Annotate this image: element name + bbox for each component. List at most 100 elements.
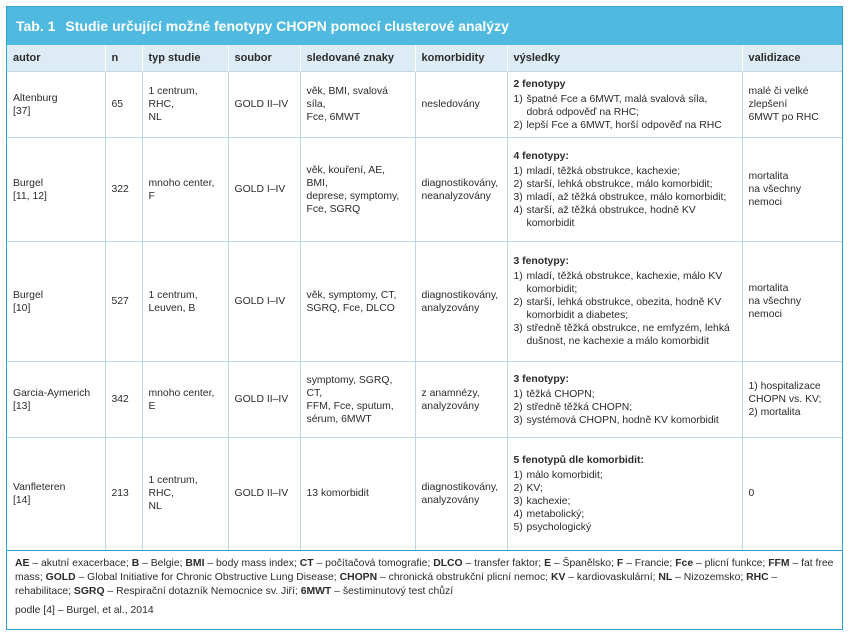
- znaky-line: Fce, 6MWT: [306, 112, 361, 123]
- table-row: Burgel [10] 527 1 centrum, Leuven, B GOLD I–I…: [7, 241, 842, 362]
- cell-komorbidity: nesledovány: [415, 71, 508, 138]
- cell-n: 213: [105, 437, 143, 550]
- komorbidity-line: diagnostikovány,: [421, 481, 499, 493]
- table-row: Burgel [11, 12] 322 mnoho center, F GOLD I–IV…: [7, 137, 842, 242]
- validizace-line: na všechny: [748, 296, 802, 307]
- vysledky-text: psychologický: [526, 521, 592, 533]
- cell-typ-studie: 1 centrum, Leuven, B: [142, 241, 229, 362]
- abbreviation-term: SGRQ: [73, 585, 105, 597]
- typ-line: NL: [148, 112, 162, 123]
- autor-line: [37]: [13, 105, 31, 117]
- table-title: Studie určující možné fenotypy CHOPN pom…: [65, 18, 509, 34]
- cell-typ-studie: mnoho center, E: [142, 361, 229, 438]
- table-title-bar: Tab. 1 Studie určující možné fenotypy CH…: [7, 7, 842, 45]
- cell-validizace: malé či velké zlepšení 6MWT po RHC: [742, 71, 842, 138]
- cell-validizace: 1) hospitalizace CHOPN vs. KV; 2) mortalit…: [742, 361, 842, 438]
- table-row: Altenburg [37] 65 1 centrum, RHC, NL GOLD II–I…: [7, 71, 842, 138]
- typ-line: 1 centrum,: [148, 475, 198, 487]
- vysledky-item: 2) KV;: [514, 482, 736, 495]
- abbreviation-term: AE: [15, 557, 30, 569]
- vysledky-text: mladí, až těžká obstrukce, málo komorbid…: [526, 191, 727, 203]
- abbreviation-term: DLCO: [433, 557, 463, 569]
- vysledky-number: 5): [513, 521, 523, 533]
- cell-autor: Garcia-Aymerich [13]: [7, 361, 106, 438]
- abbreviation-definition: – plicní funkce;: [693, 557, 769, 569]
- komorbidity-line: diagnostikovány,: [421, 289, 499, 301]
- vysledky-number: 2): [513, 119, 523, 131]
- abbreviation-definition: – Nizozemsko;: [672, 571, 747, 583]
- vysledky-heading: 2 fenotypy: [513, 78, 566, 90]
- abbreviation-definition: – Španělsko;: [551, 557, 617, 569]
- vysledky-item: 4) starší, až těžká obstrukce, hodně KV k…: [514, 204, 736, 230]
- typ-line: 1 centrum,: [148, 289, 198, 301]
- cell-sledovane-znaky: věk, symptomy, CT, SGRQ, Fce, DLCO: [300, 241, 416, 362]
- vysledky-text: systémová CHOPN, hodně KV komorbidit: [526, 414, 719, 426]
- abbreviation-term: Fce: [675, 557, 694, 569]
- validizace-line: CHOPN vs. KV;: [748, 394, 822, 405]
- vysledky-item: 2) starší, lehká obstrukce, obezita, hodn…: [514, 296, 736, 322]
- autor-line: Garcia-Aymerich: [13, 387, 91, 399]
- header-typ-studie: typ studie: [142, 45, 229, 72]
- cell-vysledky: 3 fenotypy: 1) mladí, těžká obstrukce, kac…: [507, 241, 743, 362]
- table-body: Altenburg [37] 65 1 centrum, RHC, NL GOLD II–I…: [7, 71, 842, 550]
- znaky-line: Fce, SGRQ: [306, 203, 361, 215]
- typ-line: RHC,: [148, 99, 174, 110]
- vysledky-text: těžká CHOPN;: [526, 388, 595, 400]
- abbreviation-term: KV: [550, 571, 566, 583]
- table-row: Vanfleteren [14] 213 1 centrum, RHC, NL GOLD I…: [7, 437, 842, 550]
- vysledky-item: 3) systémová CHOPN, hodně KV komorbidit: [514, 414, 736, 427]
- vysledky-number: 1): [513, 271, 523, 282]
- znaky-line: symptomy, SGRQ, CT,: [306, 374, 393, 399]
- header-validizace: validizace: [742, 45, 842, 72]
- cell-komorbidity: diagnostikovány, analyzovány: [415, 437, 508, 550]
- vysledky-number: 1): [513, 469, 523, 481]
- vysledky-number: 1): [513, 165, 523, 177]
- autor-line: Burgel: [13, 289, 44, 301]
- abbreviation-definition: – šestiminutový test chůzí: [331, 585, 454, 597]
- abbreviation-definition: – akutní exacerbace;: [29, 557, 132, 569]
- vysledky-item: 3) středně těžká obstrukce, ne emfyzém, l…: [514, 322, 736, 348]
- vysledky-text: lepší Fce a 6MWT, horší odpověď na RHC: [526, 119, 722, 131]
- vysledky-text: málo komorbidit;: [526, 469, 603, 481]
- typ-line: F: [148, 190, 155, 202]
- vysledky-number: 2): [513, 482, 523, 494]
- cell-soubor: GOLD II–IV: [228, 71, 301, 138]
- znaky-line: věk, symptomy, CT,: [306, 289, 397, 301]
- abbreviation-definition: – Global Initiative for Chronic Obstruct…: [75, 571, 340, 583]
- validizace-line: na všechny: [748, 184, 802, 195]
- cell-n: 342: [105, 361, 143, 438]
- vysledky-text: kachexie;: [526, 495, 571, 507]
- autor-line: [13]: [13, 400, 31, 412]
- header-autor: autor: [7, 45, 106, 72]
- abbreviation-term: FFM: [768, 557, 790, 569]
- vysledky-text: starší, lehká obstrukce, málo komorbidit…: [526, 178, 713, 190]
- autor-line: [14]: [13, 494, 31, 506]
- cell-autor: Burgel [10]: [7, 241, 106, 362]
- vysledky-item: 3) kachexie;: [514, 495, 736, 508]
- komorbidity-line: analyzovány: [421, 494, 480, 506]
- validizace-line: nemoci: [748, 309, 783, 320]
- vysledky-text: metabolický;: [526, 508, 585, 520]
- validizace-line: 0: [748, 488, 755, 500]
- validizace-line: zlepšení: [748, 99, 788, 110]
- vysledky-item: 5) psychologický: [514, 521, 736, 534]
- table-footnote: AE – akutní exacerbace; B – Belgie; BMI …: [7, 549, 842, 624]
- znaky-line: 13 komorbidit: [306, 488, 369, 500]
- vysledky-text: středně těžká CHOPN;: [526, 401, 633, 413]
- phenotype-table: autor n typ studie soubor sledované znak…: [7, 45, 842, 550]
- vysledky-item: 2) lepší Fce a 6MWT, horší odpověď na RHC: [514, 119, 736, 132]
- table-label: Tab. 1: [16, 18, 56, 34]
- cell-komorbidity: diagnostikovány, neanalyzovány: [415, 137, 508, 242]
- vysledky-heading: 4 fenotypy:: [513, 150, 569, 162]
- vysledky-text: starší, lehká obstrukce, obezita, hodně …: [526, 297, 722, 321]
- vysledky-heading: 3 fenotypy:: [513, 256, 569, 267]
- vysledky-text: starší, až těžká obstrukce, hodně KV kom…: [526, 204, 696, 229]
- cell-autor: Altenburg [37]: [7, 71, 106, 138]
- vysledky-number: 2): [513, 401, 523, 413]
- abbreviation-definition: – Belgie;: [139, 557, 186, 569]
- cell-soubor: GOLD II–IV: [228, 437, 301, 550]
- komorbidity-line: nesledovány: [421, 99, 480, 110]
- cell-sledovane-znaky: 13 komorbidit: [300, 437, 416, 550]
- abbreviation-definition: – kardiovaskulární;: [565, 571, 659, 583]
- autor-line: [10]: [13, 302, 31, 314]
